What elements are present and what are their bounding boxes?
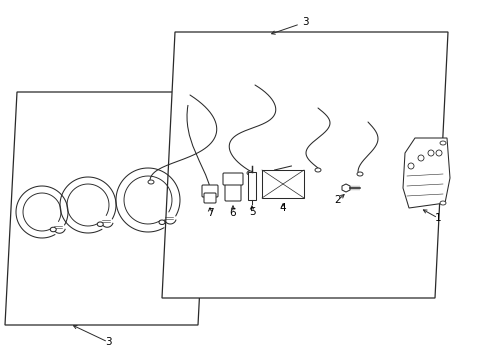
Text: 7: 7 bbox=[206, 208, 213, 218]
Text: 5: 5 bbox=[248, 207, 255, 217]
Polygon shape bbox=[5, 92, 209, 325]
Ellipse shape bbox=[97, 222, 103, 226]
FancyBboxPatch shape bbox=[224, 181, 241, 201]
Text: 3: 3 bbox=[104, 337, 111, 347]
Circle shape bbox=[435, 150, 441, 156]
Ellipse shape bbox=[314, 168, 320, 172]
Text: 4: 4 bbox=[279, 203, 286, 213]
Ellipse shape bbox=[439, 141, 445, 145]
Polygon shape bbox=[162, 32, 447, 298]
Ellipse shape bbox=[439, 201, 445, 205]
FancyBboxPatch shape bbox=[223, 173, 243, 185]
Bar bbox=[262, 170, 304, 198]
FancyBboxPatch shape bbox=[202, 185, 218, 197]
Ellipse shape bbox=[159, 220, 164, 225]
Text: 2: 2 bbox=[334, 195, 341, 205]
Text: 6: 6 bbox=[229, 208, 236, 218]
Text: 3: 3 bbox=[301, 17, 307, 27]
Circle shape bbox=[407, 163, 413, 169]
Ellipse shape bbox=[356, 172, 362, 176]
Text: 1: 1 bbox=[434, 213, 440, 223]
FancyBboxPatch shape bbox=[203, 193, 216, 203]
Circle shape bbox=[417, 155, 423, 161]
Bar bbox=[247, 172, 256, 200]
Ellipse shape bbox=[50, 227, 56, 232]
Polygon shape bbox=[341, 184, 349, 192]
Circle shape bbox=[427, 150, 433, 156]
Ellipse shape bbox=[246, 171, 252, 175]
Polygon shape bbox=[402, 138, 449, 208]
Ellipse shape bbox=[148, 180, 154, 184]
